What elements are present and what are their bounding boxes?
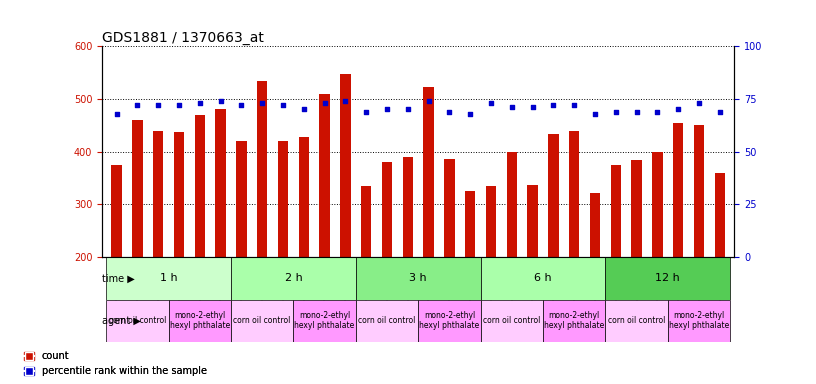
FancyBboxPatch shape <box>605 257 730 300</box>
Bar <box>111 165 122 257</box>
Point <box>131 102 144 108</box>
Bar <box>694 125 704 257</box>
FancyBboxPatch shape <box>356 257 481 300</box>
FancyBboxPatch shape <box>605 300 667 342</box>
Text: mono-2-ethyl
hexyl phthalate: mono-2-ethyl hexyl phthalate <box>170 311 230 330</box>
Bar <box>402 157 413 257</box>
Point <box>526 104 539 111</box>
Point <box>422 98 435 104</box>
FancyBboxPatch shape <box>667 300 730 342</box>
Bar <box>257 81 268 257</box>
Point <box>318 100 331 106</box>
Point <box>672 106 685 113</box>
FancyBboxPatch shape <box>481 257 605 300</box>
FancyBboxPatch shape <box>106 300 169 342</box>
FancyBboxPatch shape <box>418 300 481 342</box>
Point <box>152 102 165 108</box>
Bar <box>319 94 330 257</box>
Point <box>235 102 248 108</box>
Bar <box>632 160 642 257</box>
FancyBboxPatch shape <box>106 257 231 300</box>
Bar <box>132 120 143 257</box>
Bar <box>527 185 538 257</box>
Bar <box>299 137 309 257</box>
Bar <box>236 141 246 257</box>
Bar <box>652 152 663 257</box>
Point <box>485 100 498 106</box>
Text: agent ▶: agent ▶ <box>102 316 141 326</box>
Text: 1 h: 1 h <box>160 273 177 283</box>
Point <box>380 106 393 113</box>
Bar <box>277 141 288 257</box>
Point <box>443 108 456 114</box>
Point <box>110 111 123 117</box>
Text: mono-2-ethyl
hexyl phthalate: mono-2-ethyl hexyl phthalate <box>419 311 480 330</box>
Bar <box>194 115 205 257</box>
Bar <box>215 109 226 257</box>
Point <box>568 102 581 108</box>
Text: mono-2-ethyl
hexyl phthalate: mono-2-ethyl hexyl phthalate <box>295 311 355 330</box>
Text: corn oil control: corn oil control <box>358 316 415 325</box>
FancyBboxPatch shape <box>294 300 356 342</box>
Bar <box>340 73 351 257</box>
FancyBboxPatch shape <box>356 300 418 342</box>
Text: 12 h: 12 h <box>655 273 681 283</box>
Bar <box>486 186 496 257</box>
Point <box>651 108 664 114</box>
Bar <box>174 132 184 257</box>
Bar <box>610 165 621 257</box>
Point <box>505 104 518 111</box>
Text: 6 h: 6 h <box>534 273 552 283</box>
Point <box>193 100 206 106</box>
Point <box>610 108 623 114</box>
Point <box>463 111 477 117</box>
Text: mono-2-ethyl
hexyl phthalate: mono-2-ethyl hexyl phthalate <box>544 311 605 330</box>
Text: corn oil control: corn oil control <box>483 316 540 325</box>
Point <box>297 106 310 113</box>
FancyBboxPatch shape <box>543 300 605 342</box>
Text: mono-2-ethyl
hexyl phthalate: mono-2-ethyl hexyl phthalate <box>669 311 730 330</box>
Point <box>588 111 601 117</box>
Legend: count, percentile rank within the sample: count, percentile rank within the sample <box>21 348 210 379</box>
Text: GDS1881 / 1370663_at: GDS1881 / 1370663_at <box>102 31 264 45</box>
Point <box>214 98 227 104</box>
Point <box>277 102 290 108</box>
FancyBboxPatch shape <box>231 300 294 342</box>
Bar <box>548 134 559 257</box>
Legend: count, percentile rank within the sample: count, percentile rank within the sample <box>21 348 210 379</box>
Text: 2 h: 2 h <box>285 273 302 283</box>
Point <box>630 108 643 114</box>
Point <box>339 98 352 104</box>
Bar <box>507 152 517 257</box>
Text: 3 h: 3 h <box>410 273 427 283</box>
FancyBboxPatch shape <box>231 257 356 300</box>
Bar <box>465 191 476 257</box>
Bar <box>444 159 455 257</box>
Bar <box>715 173 725 257</box>
Text: corn oil control: corn oil control <box>608 316 665 325</box>
Bar <box>673 122 684 257</box>
Bar <box>424 87 434 257</box>
Point <box>401 106 415 113</box>
Bar <box>153 131 163 257</box>
Point <box>172 102 185 108</box>
Bar <box>569 131 579 257</box>
Bar <box>361 186 371 257</box>
Point <box>360 108 373 114</box>
Text: corn oil control: corn oil control <box>109 316 166 325</box>
Point <box>713 108 726 114</box>
Point <box>255 100 268 106</box>
Bar <box>590 193 601 257</box>
Text: corn oil control: corn oil control <box>233 316 290 325</box>
Bar <box>382 162 392 257</box>
Point <box>547 102 560 108</box>
FancyBboxPatch shape <box>169 300 231 342</box>
Point <box>693 100 706 106</box>
Text: time ▶: time ▶ <box>102 273 135 283</box>
FancyBboxPatch shape <box>481 300 543 342</box>
